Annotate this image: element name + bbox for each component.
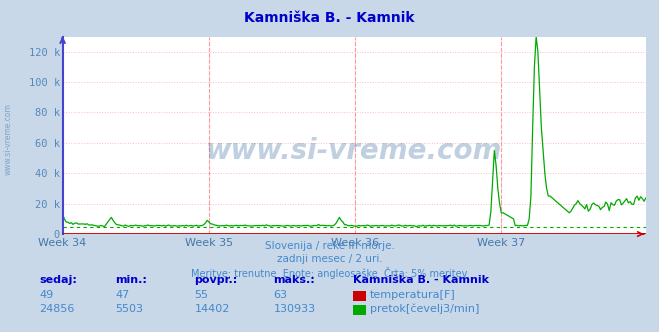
Text: Kamniška B. - Kamnik: Kamniška B. - Kamnik [353, 275, 488, 285]
Text: 47: 47 [115, 290, 130, 300]
Text: www.si-vreme.com: www.si-vreme.com [206, 137, 502, 165]
Text: 55: 55 [194, 290, 208, 300]
Text: povpr.:: povpr.: [194, 275, 238, 285]
Text: zadnji mesec / 2 uri.: zadnji mesec / 2 uri. [277, 254, 382, 264]
Text: min.:: min.: [115, 275, 147, 285]
Text: www.si-vreme.com: www.si-vreme.com [3, 104, 13, 175]
Text: 14402: 14402 [194, 304, 230, 314]
Text: 5503: 5503 [115, 304, 143, 314]
Text: 24856: 24856 [40, 304, 75, 314]
Text: Slovenija / reke in morje.: Slovenija / reke in morje. [264, 241, 395, 251]
Text: pretok[čevelj3/min]: pretok[čevelj3/min] [370, 303, 479, 314]
Text: 49: 49 [40, 290, 54, 300]
Text: temperatura[F]: temperatura[F] [370, 290, 455, 300]
Text: Meritve: trenutne  Enote: angleosaške  Črta: 5% meritev: Meritve: trenutne Enote: angleosaške Črt… [191, 267, 468, 279]
Text: maks.:: maks.: [273, 275, 315, 285]
Text: 63: 63 [273, 290, 287, 300]
Text: 130933: 130933 [273, 304, 316, 314]
Text: sedaj:: sedaj: [40, 275, 77, 285]
Text: Kamniška B. - Kamnik: Kamniška B. - Kamnik [244, 11, 415, 25]
